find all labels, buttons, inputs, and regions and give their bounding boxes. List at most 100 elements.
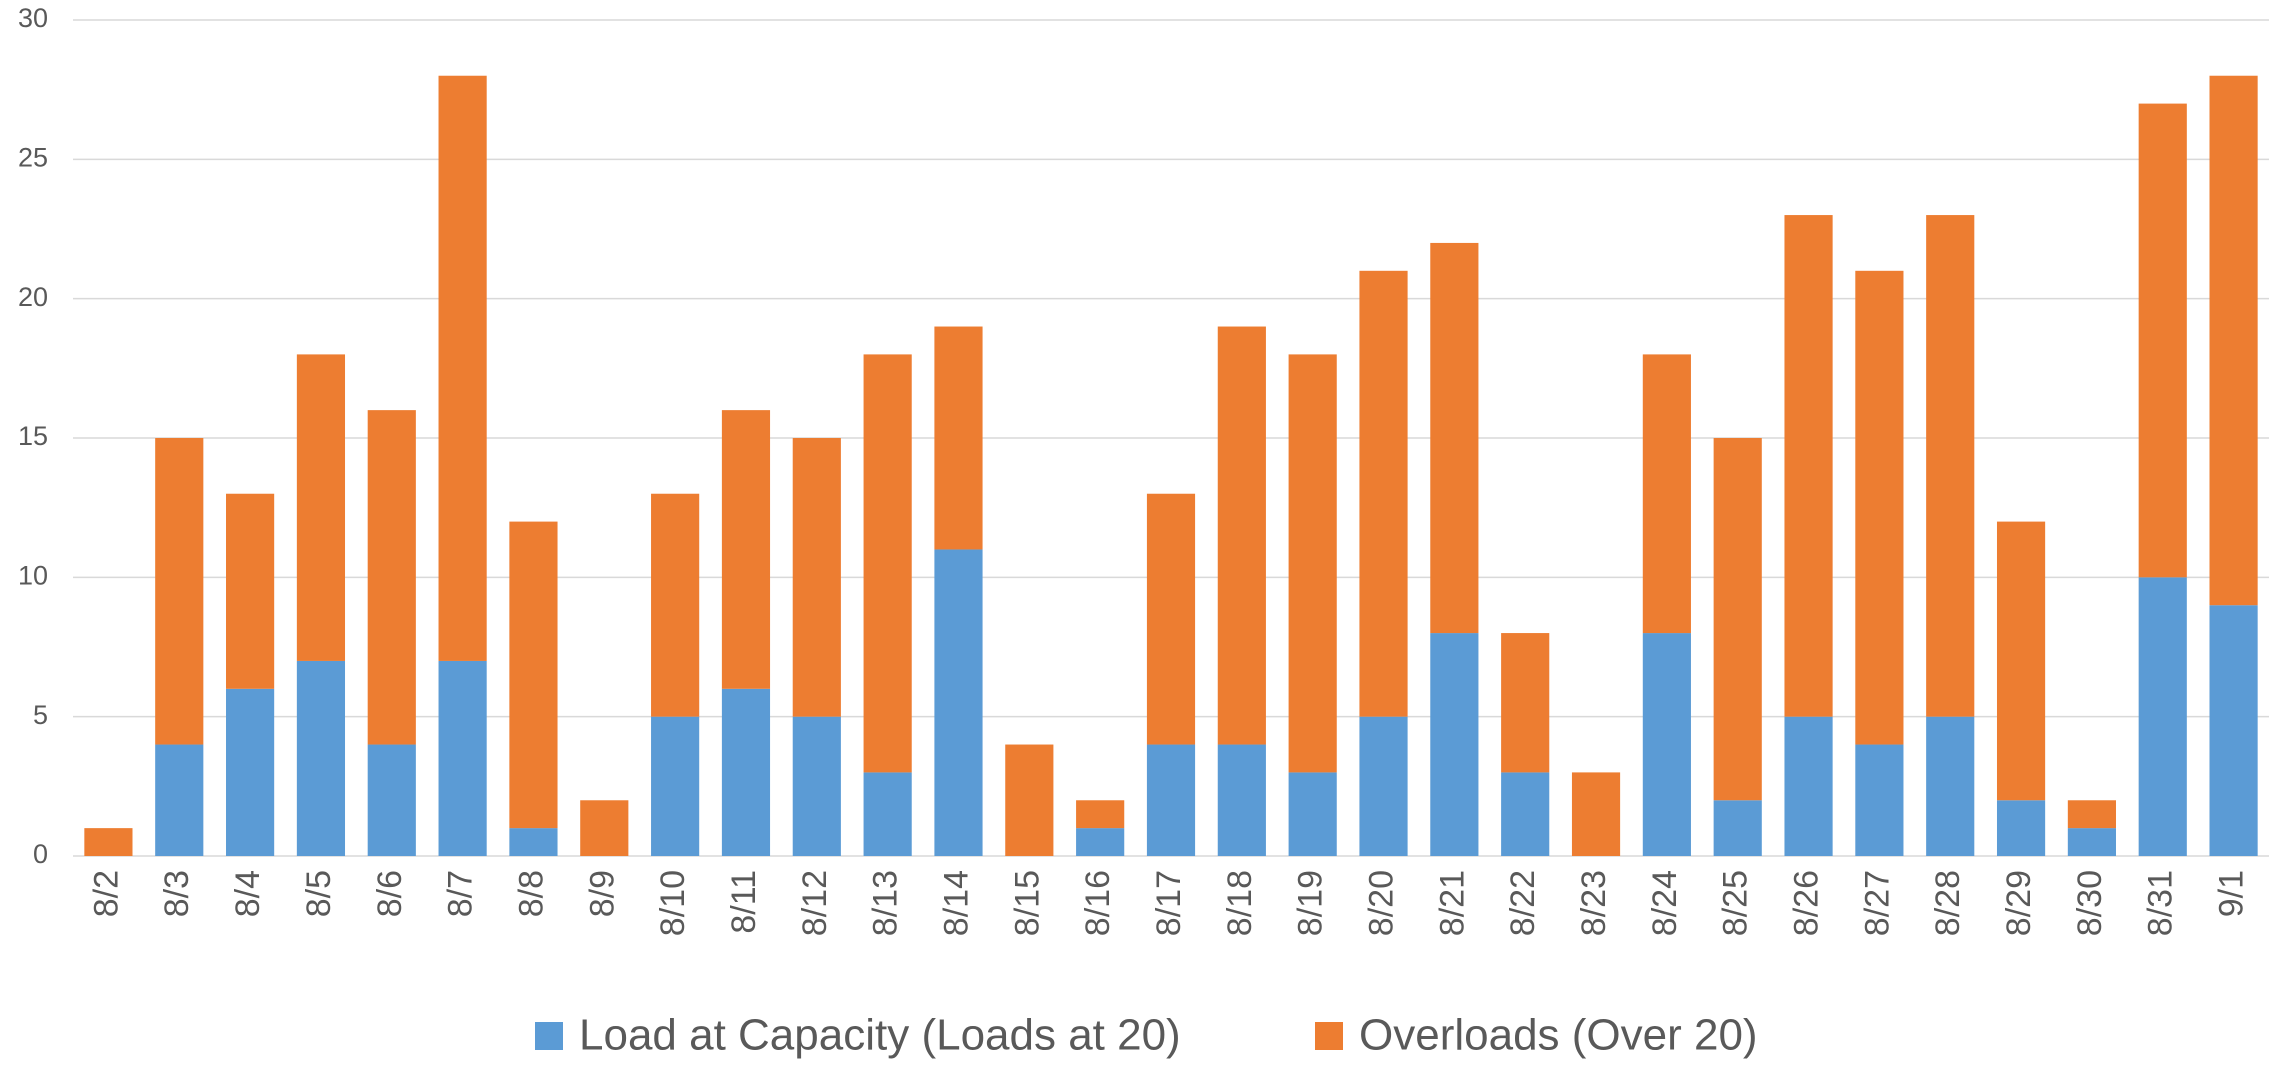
bar-segment	[1855, 744, 1904, 856]
bar-segment	[721, 410, 771, 689]
bar-segment	[1642, 354, 1691, 634]
bar-segment	[1996, 800, 2046, 856]
x-tick-label: 8/17	[1150, 870, 1188, 936]
bar-segment	[2138, 577, 2187, 856]
x-tick-label: 8/19	[1292, 870, 1330, 936]
bar-segment	[509, 521, 558, 829]
bar-segment	[84, 828, 133, 856]
bar-segment	[2067, 828, 2116, 856]
x-tick-label: 8/30	[2071, 870, 2109, 936]
x-tick-label: 8/10	[654, 870, 692, 936]
y-tick-label: 15	[18, 421, 48, 451]
bar-segment	[1005, 744, 1054, 856]
bar-segment	[1146, 493, 1196, 745]
bar-segment	[934, 326, 983, 550]
x-tick-label: 8/13	[867, 870, 905, 936]
legend-label: Overloads (Over 20)	[1359, 1011, 1758, 1060]
x-tick-label: 8/22	[1504, 870, 1542, 936]
y-tick-label: 25	[18, 142, 48, 172]
bar-segment	[226, 493, 275, 689]
bar-segment	[509, 828, 558, 856]
bar-segment	[1642, 633, 1691, 856]
bar-segment	[1217, 326, 1266, 745]
bar-segment	[1784, 215, 1833, 717]
bar-segment	[1926, 716, 1975, 856]
x-tick-label: 8/18	[1221, 870, 1259, 936]
x-tick-label: 8/31	[2142, 870, 2180, 936]
bar-segment	[1926, 215, 1975, 717]
x-tick-label: 8/29	[2000, 870, 2038, 936]
bar-segment	[1571, 772, 1621, 856]
x-tick-label: 8/8	[512, 870, 550, 917]
bar-segment	[2138, 103, 2187, 578]
bar-segment	[1784, 716, 1833, 856]
bar-segment	[2067, 800, 2116, 829]
x-tick-label: 8/27	[1858, 870, 1896, 936]
legend-swatch	[535, 1022, 563, 1050]
bar-segment	[580, 800, 629, 856]
x-tick-label: 8/11	[725, 870, 763, 934]
bar-segment	[1501, 633, 1550, 773]
x-tick-label: 8/4	[229, 870, 267, 917]
bar-segment	[1713, 438, 1762, 801]
y-tick-label: 20	[18, 282, 48, 312]
x-tick-label: 8/24	[1646, 870, 1684, 936]
x-tick-label: 8/6	[371, 870, 409, 917]
bar-segment	[1501, 772, 1550, 856]
bar-segment	[1996, 521, 2046, 801]
bar-segment	[651, 716, 700, 856]
bar-segment	[1076, 828, 1125, 856]
bar-segment	[1855, 270, 1904, 745]
x-tick-label: 8/16	[1079, 870, 1117, 936]
legend-swatch	[1315, 1022, 1343, 1050]
x-tick-label: 8/9	[583, 870, 621, 917]
bar-segment	[1288, 354, 1337, 773]
x-tick-label: 8/5	[300, 870, 338, 917]
bar-segment	[155, 438, 204, 745]
x-tick-label: 8/3	[158, 870, 196, 917]
bar-segment	[1076, 800, 1125, 829]
x-tick-label: 8/20	[1363, 870, 1401, 936]
bar-segment	[296, 660, 346, 856]
y-tick-label: 30	[18, 3, 48, 33]
bar-segment	[1430, 633, 1479, 856]
y-tick-label: 5	[33, 700, 48, 730]
x-tick-label: 8/21	[1433, 870, 1471, 936]
x-tick-label: 8/14	[937, 870, 975, 936]
bar-segment	[2209, 75, 2258, 606]
x-tick-label: 8/15	[1008, 870, 1046, 936]
x-tick-label: 8/26	[1788, 870, 1826, 936]
bar-segment	[721, 688, 771, 856]
bar-segment	[934, 549, 983, 856]
bar-segment	[792, 438, 841, 717]
bar-segment	[1359, 716, 1408, 856]
bar-segment	[1217, 744, 1266, 856]
bar-segment	[296, 354, 346, 661]
y-tick-label: 10	[18, 560, 48, 590]
bar-segment	[367, 410, 416, 745]
bar-segment	[2209, 605, 2258, 856]
bar-segment	[155, 744, 204, 856]
bar-segment	[792, 716, 841, 856]
bar-segment	[863, 772, 912, 856]
bar-segment	[1288, 772, 1337, 856]
legend-label: Load at Capacity (Loads at 20)	[579, 1011, 1181, 1060]
bar-segment	[1146, 744, 1196, 856]
bar-segment	[438, 75, 487, 661]
x-tick-label: 8/28	[1929, 870, 1967, 936]
x-tick-label: 8/2	[87, 870, 125, 917]
bar-segment	[438, 660, 487, 856]
y-tick-label: 0	[33, 839, 48, 869]
bar-segment	[863, 354, 912, 773]
bar-segment	[226, 688, 275, 856]
x-tick-label: 9/1	[2213, 870, 2251, 917]
bar-segment	[367, 744, 416, 856]
x-tick-label: 8/12	[796, 870, 834, 936]
x-tick-label: 8/7	[442, 870, 480, 917]
x-tick-label: 8/25	[1717, 870, 1755, 936]
bar-segment	[1713, 800, 1762, 856]
bar-segment	[651, 493, 700, 717]
x-tick-label: 8/23	[1575, 870, 1613, 936]
bar-segment	[1359, 270, 1408, 717]
